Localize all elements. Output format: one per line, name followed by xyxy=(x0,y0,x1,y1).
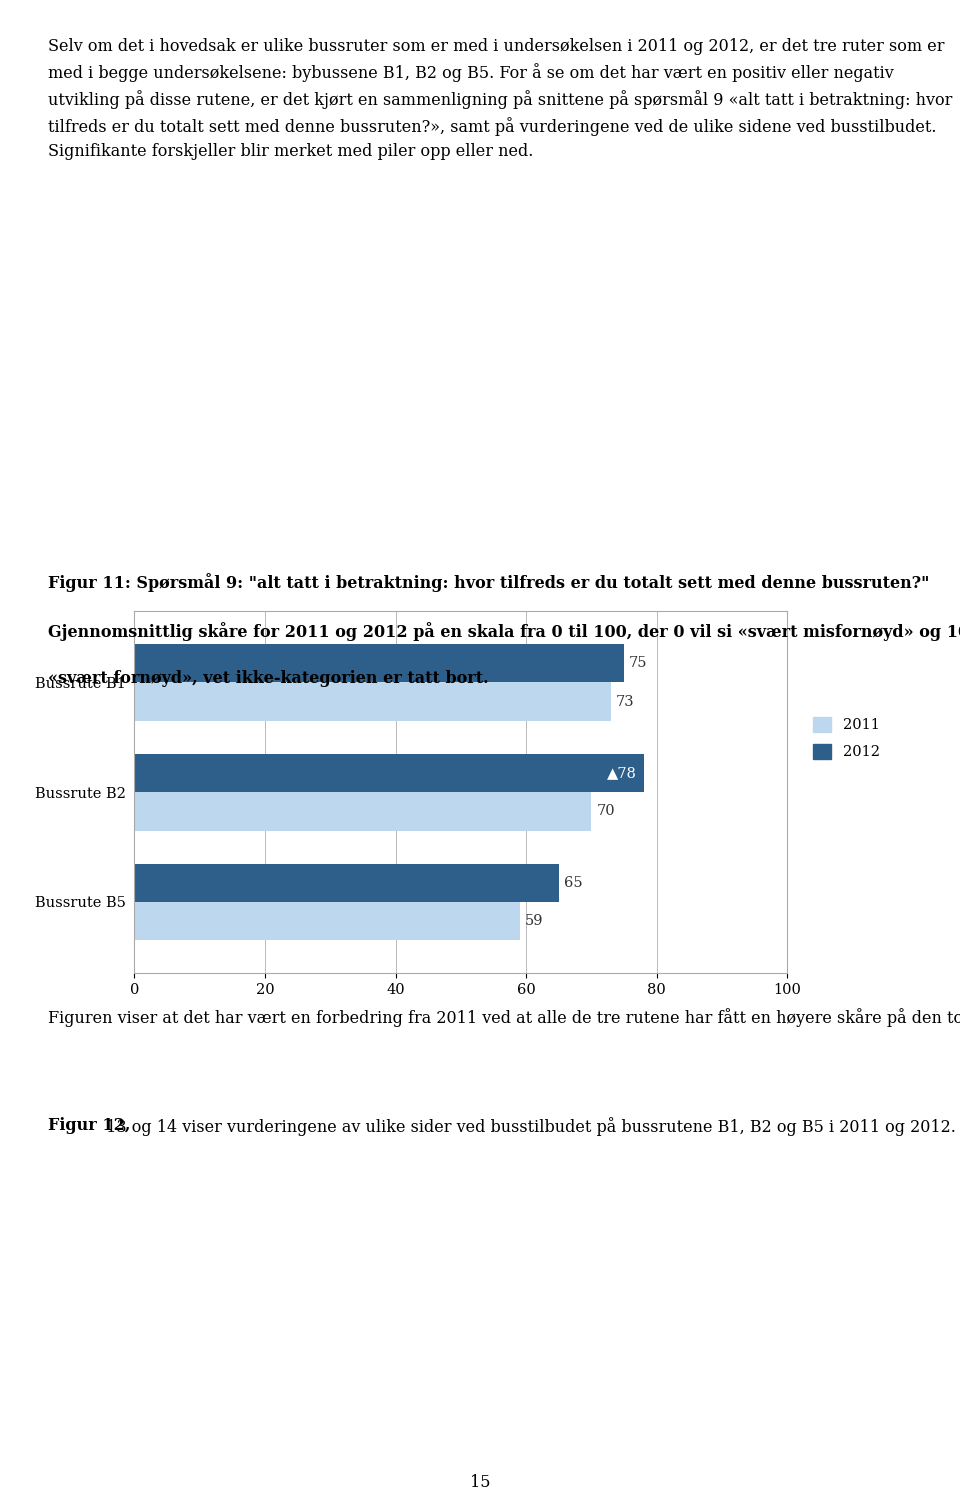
Text: Figuren viser at det har vært en forbedring fra 2011 ved at alle de tre rutene h: Figuren viser at det har vært en forbedr… xyxy=(48,1008,960,1028)
Text: 73: 73 xyxy=(616,694,635,709)
Text: 75: 75 xyxy=(629,656,648,670)
Bar xyxy=(134,792,591,830)
Text: Figur 11: Spørsmål 9: "alt tatt i betraktning: hvor tilfreds er du totalt sett m: Figur 11: Spørsmål 9: "alt tatt i betrak… xyxy=(48,573,929,593)
Bar xyxy=(134,682,611,721)
Text: Figur 12,: Figur 12, xyxy=(48,1117,131,1133)
Text: ▲78: ▲78 xyxy=(607,767,637,780)
Legend: 2011, 2012: 2011, 2012 xyxy=(807,711,885,765)
Text: Selv om det i hovedsak er ulike bussruter som er med i undersøkelsen i 2011 og 2: Selv om det i hovedsak er ulike bussrute… xyxy=(48,38,952,160)
Bar xyxy=(134,754,643,792)
Text: 13 og 14 viser vurderingene av ulike sider ved busstilbudet på bussrutene B1, B2: 13 og 14 viser vurderingene av ulike sid… xyxy=(101,1117,960,1136)
Text: 59: 59 xyxy=(525,914,543,928)
Text: «svært fornøyd», vet ikke-kategorien er tatt bort.: «svært fornøyd», vet ikke-kategorien er … xyxy=(48,670,489,687)
Bar xyxy=(134,644,624,682)
Text: Gjennomsnittlig skåre for 2011 og 2012 på en skala fra 0 til 100, der 0 vil si «: Gjennomsnittlig skåre for 2011 og 2012 p… xyxy=(48,622,960,641)
Text: 70: 70 xyxy=(596,804,615,818)
Bar xyxy=(134,902,519,940)
Text: 65: 65 xyxy=(564,875,583,890)
Bar xyxy=(134,863,559,902)
Text: 15: 15 xyxy=(469,1474,491,1491)
